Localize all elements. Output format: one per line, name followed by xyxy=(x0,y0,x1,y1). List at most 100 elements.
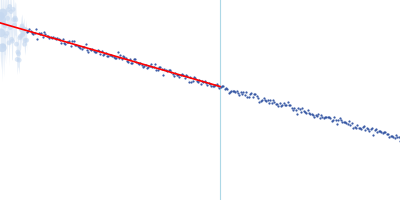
Point xyxy=(171,75,177,78)
Point xyxy=(77,47,83,50)
Point xyxy=(345,123,351,126)
Point xyxy=(302,110,308,114)
Point xyxy=(362,128,368,131)
Point xyxy=(12,16,18,20)
Point xyxy=(61,42,67,45)
Point xyxy=(28,30,34,33)
Point xyxy=(4,17,11,20)
Point xyxy=(10,8,16,11)
Point xyxy=(224,88,230,91)
Point xyxy=(56,37,62,41)
Point xyxy=(105,55,112,58)
Point xyxy=(267,99,274,102)
Point xyxy=(335,119,342,122)
Point xyxy=(50,35,57,38)
Point xyxy=(15,50,21,54)
Point xyxy=(290,108,296,111)
Point xyxy=(69,40,75,43)
Point xyxy=(328,120,335,123)
Point xyxy=(78,48,85,51)
Point xyxy=(367,128,374,131)
Point xyxy=(214,83,220,86)
Point xyxy=(36,32,42,35)
Point xyxy=(374,131,380,134)
Point xyxy=(353,126,359,129)
Point xyxy=(292,109,299,112)
Point xyxy=(264,99,271,102)
Point xyxy=(282,103,288,106)
Point xyxy=(133,61,140,64)
Point xyxy=(88,48,94,52)
Point xyxy=(113,56,120,59)
Point xyxy=(4,32,10,35)
Point xyxy=(11,23,18,27)
Point xyxy=(148,62,154,65)
Point xyxy=(343,122,350,125)
Point xyxy=(369,127,375,130)
Point xyxy=(19,33,26,36)
Point xyxy=(177,73,184,76)
Point xyxy=(9,40,16,43)
Point xyxy=(228,89,234,92)
Point xyxy=(146,64,153,68)
Point xyxy=(128,61,134,65)
Point xyxy=(42,33,49,36)
Point xyxy=(136,63,142,66)
Point xyxy=(299,107,306,110)
Point xyxy=(0,11,6,15)
Point xyxy=(157,66,164,69)
Point xyxy=(206,81,212,84)
Point xyxy=(388,135,394,138)
Point xyxy=(7,26,14,29)
Point xyxy=(109,54,116,57)
Point xyxy=(308,112,315,115)
Point xyxy=(116,57,122,60)
Point xyxy=(288,106,295,109)
Point xyxy=(160,73,166,76)
Point xyxy=(8,10,14,13)
Point xyxy=(0,15,3,18)
Point xyxy=(304,108,311,111)
Point xyxy=(298,110,304,113)
Point xyxy=(89,47,96,51)
Point xyxy=(137,61,144,64)
Point xyxy=(280,101,287,105)
Point xyxy=(266,102,272,105)
Point xyxy=(275,105,282,108)
Point xyxy=(54,37,61,40)
Point xyxy=(122,57,129,60)
Point xyxy=(198,82,204,86)
Point xyxy=(159,67,165,70)
Point xyxy=(37,32,43,36)
Point xyxy=(207,83,213,86)
Point xyxy=(359,126,366,129)
Point xyxy=(243,90,249,93)
Point xyxy=(16,59,22,62)
Point xyxy=(65,40,71,43)
Point xyxy=(68,45,74,48)
Point xyxy=(284,100,291,103)
Point xyxy=(104,55,110,58)
Point xyxy=(98,49,105,52)
Point xyxy=(25,30,31,33)
Point xyxy=(283,103,290,106)
Point xyxy=(0,31,4,34)
Point xyxy=(286,104,292,107)
Point xyxy=(82,43,89,46)
Point xyxy=(226,91,232,94)
Point xyxy=(149,65,156,68)
Point xyxy=(219,85,225,88)
Point xyxy=(315,112,322,115)
Point xyxy=(180,74,186,77)
Point xyxy=(271,100,278,104)
Point xyxy=(130,57,137,61)
Point xyxy=(255,96,261,100)
Point xyxy=(357,126,363,130)
Point xyxy=(339,120,346,123)
Point xyxy=(195,80,201,83)
Point xyxy=(300,109,307,112)
Point xyxy=(371,128,378,132)
Point xyxy=(349,121,355,125)
Point xyxy=(204,83,210,86)
Point xyxy=(93,50,100,53)
